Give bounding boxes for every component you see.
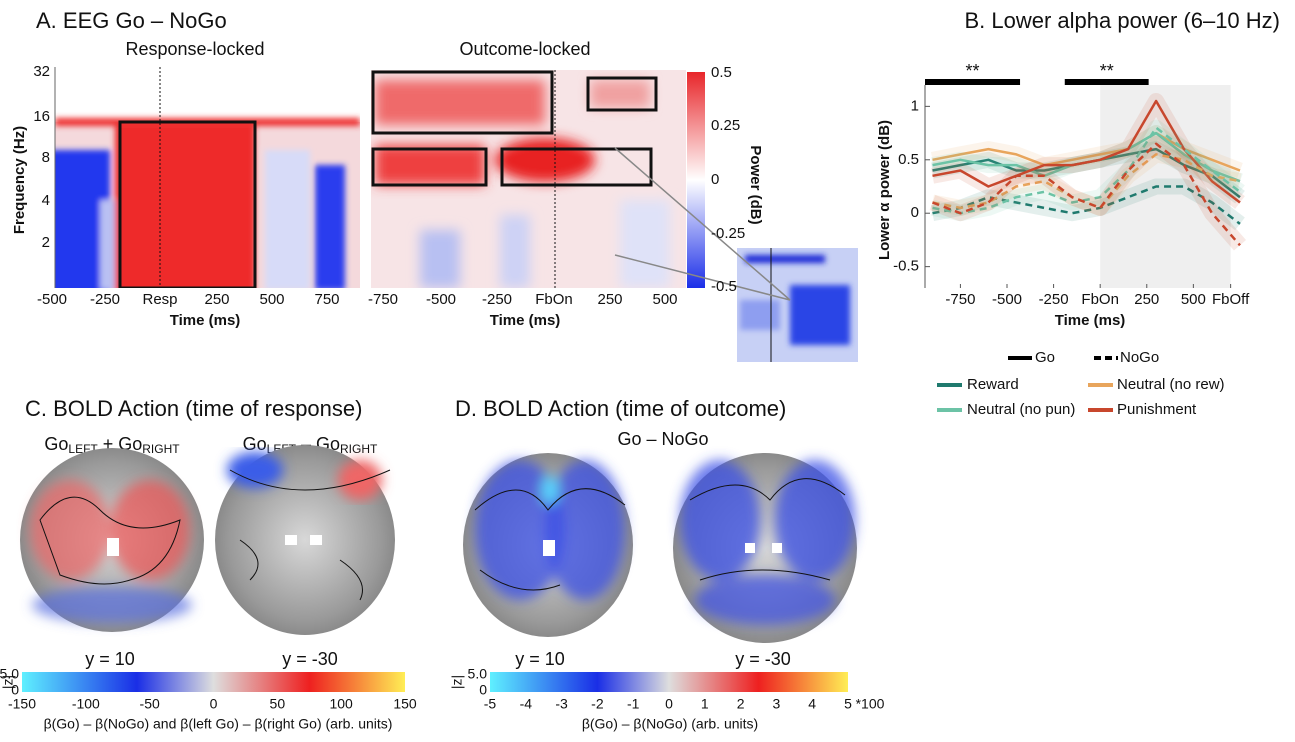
brain-slice [463, 453, 633, 637]
x-tick-label: 750 [314, 291, 339, 308]
colorbar-tick: -100 [72, 696, 100, 712]
colorbar [490, 672, 848, 692]
x-tick-label: -750 [945, 291, 975, 308]
colorbar-tick: -3 [555, 696, 568, 712]
panel-title: B. Lower alpha power (6–10 Hz) [965, 8, 1281, 33]
colorbar-tick: 0 [665, 696, 673, 712]
colorbar-tick: 0.25 [711, 117, 740, 134]
colorbar-tick: 5.0 [0, 666, 19, 682]
colorbar-tick: 0 [210, 696, 218, 712]
x-axis-label: Time (ms) [170, 312, 241, 329]
legend-label: Punishment [1117, 401, 1197, 418]
x-tick-label: 250 [1134, 291, 1159, 308]
panel-title: D. BOLD Action (time of outcome) [455, 396, 786, 421]
contrast-label: Go – NoGo [617, 429, 708, 449]
legend: Go NoGo Reward Neutral (no rew) Neutral … [937, 349, 1225, 418]
colorbar-tick: -4 [520, 696, 533, 712]
x-tick-label: FbOn [535, 291, 573, 308]
slice-label: y = 10 [515, 649, 565, 669]
colorbar [687, 72, 705, 288]
colorbar-tick: -1 [627, 696, 640, 712]
colorbar-multiplier: *100 [856, 696, 885, 712]
brain-slice [215, 445, 395, 635]
x-tick-label: -250 [1039, 291, 1069, 308]
x-tick-label: -250 [482, 291, 512, 308]
colorbar-caption: β(Go) – β(NoGo) (arb. units) [582, 716, 758, 732]
x-tick-label: Resp [142, 291, 177, 308]
x-tick-label: -750 [368, 291, 398, 308]
x-axis-label: Time (ms) [1055, 312, 1126, 329]
heatmap-response [30, 67, 360, 300]
slice-label: y = 10 [85, 649, 135, 669]
colorbar-tick: -2 [591, 696, 604, 712]
line-chart: 1 0.5 0 -0.5 -750 -500 -250 FbOn 250 500 FbOff ** ** [893, 61, 1250, 308]
x-tick-label: -500 [37, 291, 67, 308]
y-tick-label: 8 [42, 149, 50, 166]
colorbar-tick: 2 [737, 696, 745, 712]
subtitle: Response-locked [125, 39, 264, 59]
significance-label: ** [1100, 61, 1114, 81]
x-tick-label: 500 [652, 291, 677, 308]
brain-slice [673, 453, 857, 643]
x-tick-label: -500 [426, 291, 456, 308]
y-tick-label: 0 [911, 204, 919, 221]
colorbar-tick: 5.0 [468, 666, 488, 682]
colorbar-tick: 1 [701, 696, 709, 712]
legend-label: Reward [967, 376, 1019, 393]
slice-label: y = -30 [735, 649, 791, 669]
colorbar-label: Power (dB) [747, 145, 764, 224]
y-tick-label: 16 [33, 108, 50, 125]
legend-label: NoGo [1120, 349, 1159, 366]
legend-label: Neutral (no pun) [967, 401, 1075, 418]
colorbar-tick: -0.5 [711, 278, 737, 295]
x-tick-label: 250 [204, 291, 229, 308]
subtitle: Outcome-locked [459, 39, 590, 59]
colorbar-tick: 150 [393, 696, 417, 712]
legend-label: Go [1035, 349, 1055, 366]
colorbar-label: |z| [449, 675, 465, 689]
y-tick-label: 2 [42, 234, 50, 251]
colorbar-tick: -0.25 [711, 225, 745, 242]
y-tick-label: 4 [42, 192, 50, 209]
colorbar-tick: -50 [140, 696, 160, 712]
x-tick-label: -500 [992, 291, 1022, 308]
panel-title: C. BOLD Action (time of response) [25, 396, 362, 421]
x-tick-label: 250 [597, 291, 622, 308]
colorbar-tick: -150 [8, 696, 36, 712]
colorbar-tick: 0 [711, 171, 719, 188]
heatmap-outcome [371, 70, 686, 288]
y-axis-label: Lower α power (dB) [876, 120, 893, 260]
colorbar-tick: 4 [808, 696, 816, 712]
y-tick-label: -0.5 [893, 258, 919, 275]
inset [737, 248, 858, 362]
colorbar-caption: β(Go) – β(NoGo) and β(left Go) – β(right… [44, 716, 393, 732]
x-tick-label: FbOff [1212, 291, 1250, 308]
y-axis-label: Frequency (Hz) [11, 126, 28, 234]
colorbar-tick: 0.5 [711, 64, 732, 81]
y-tick-label: 0.5 [898, 151, 919, 168]
x-tick-label: -250 [90, 291, 120, 308]
slice-label: y = -30 [282, 649, 338, 669]
legend-label: Neutral (no rew) [1117, 376, 1225, 393]
figure: A. EEG Go – NoGo Response-locked Outcome… [0, 0, 1295, 737]
panel-title: A. EEG Go – NoGo [36, 8, 227, 33]
x-axis-label: Time (ms) [490, 312, 561, 329]
y-tick-label: 32 [33, 63, 50, 80]
colorbar [22, 672, 405, 692]
brain-slice [20, 448, 204, 632]
colorbar-tick: 3 [773, 696, 781, 712]
y-tick-label: 1 [911, 97, 919, 114]
colorbar-tick: -5 [484, 696, 497, 712]
colorbar-tick: 50 [270, 696, 286, 712]
x-tick-label: 500 [259, 291, 284, 308]
x-tick-label: FbOn [1081, 291, 1119, 308]
colorbar-tick: 5 [844, 696, 852, 712]
significance-label: ** [966, 61, 980, 81]
x-tick-label: 500 [1181, 291, 1206, 308]
colorbar-tick: 100 [329, 696, 353, 712]
